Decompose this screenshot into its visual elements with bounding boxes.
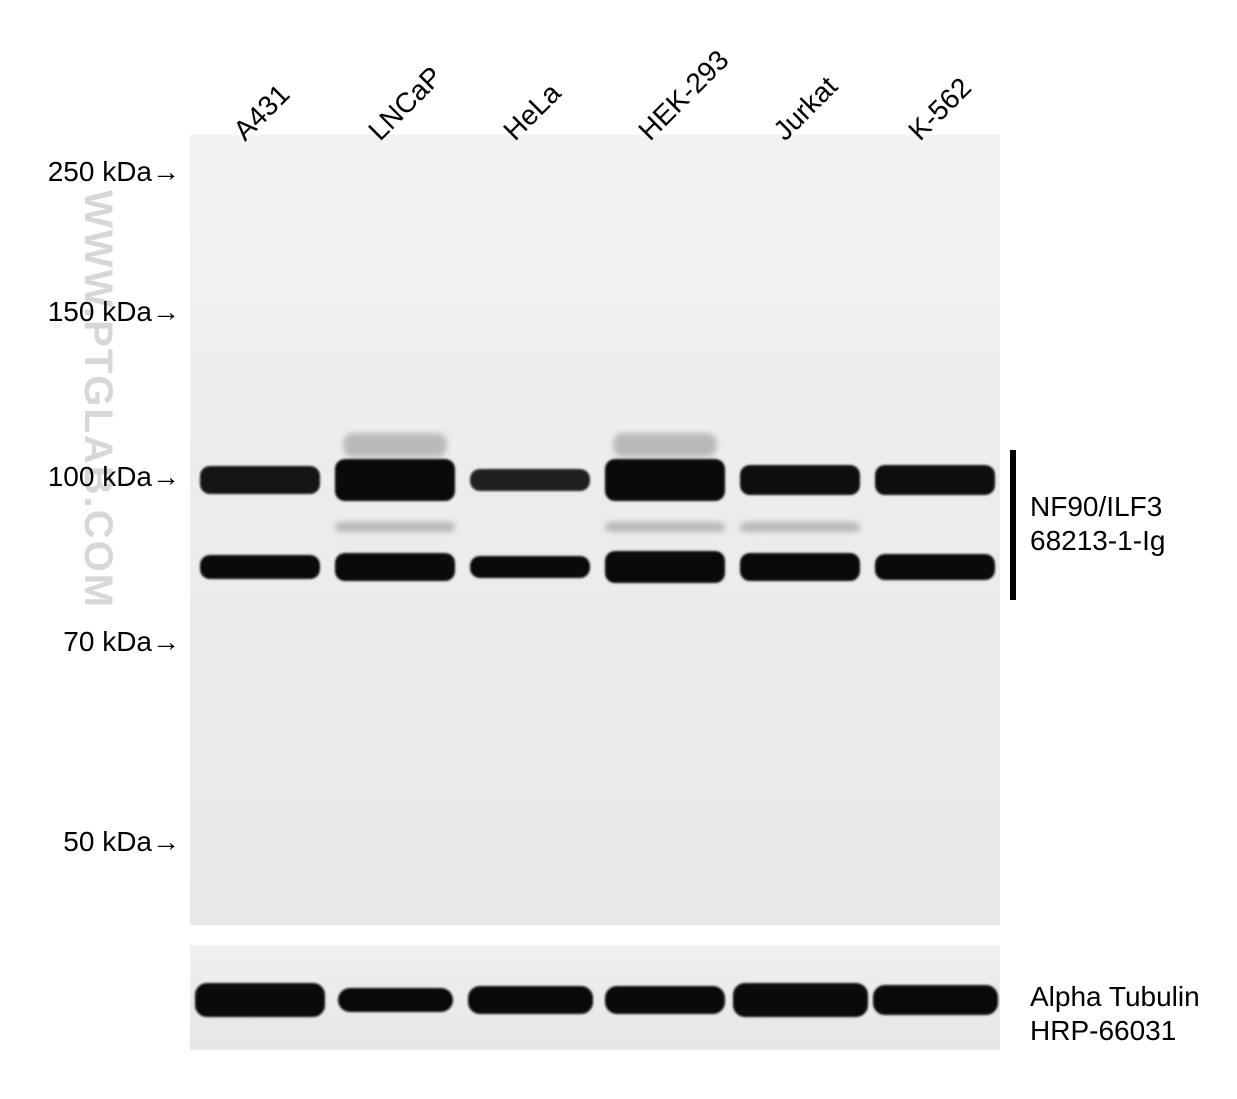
main-annotation: NF90/ILF3 68213-1-Ig xyxy=(1030,490,1165,557)
main-blot-background xyxy=(190,135,1000,925)
tubulin-band xyxy=(338,988,453,1012)
watermark-text: WWW.PTGLAB.COM xyxy=(75,190,120,609)
control-annotation-line2: HRP-66031 xyxy=(1030,1014,1200,1048)
smear xyxy=(343,433,447,457)
faint-band xyxy=(740,522,860,532)
lower-band xyxy=(470,556,590,578)
mw-marker: 50 kDa→ xyxy=(0,826,180,858)
main-blot-panel xyxy=(190,135,1000,925)
lower-band xyxy=(605,551,725,583)
mw-marker: 150 kDa→ xyxy=(0,296,180,328)
tubulin-band xyxy=(733,983,868,1017)
main-annotation-line2: 68213-1-Ig xyxy=(1030,524,1165,558)
faint-band xyxy=(335,522,455,532)
control-blot-panel xyxy=(190,945,1000,1050)
faint-band xyxy=(605,522,725,532)
tubulin-band xyxy=(468,986,593,1014)
tubulin-band xyxy=(605,986,725,1014)
lower-band xyxy=(875,554,995,580)
control-annotation-line1: Alpha Tubulin xyxy=(1030,980,1200,1014)
mw-marker: 250 kDa→ xyxy=(0,156,180,188)
upper-band xyxy=(605,459,725,501)
upper-band xyxy=(335,459,455,501)
lower-band xyxy=(335,553,455,581)
smear xyxy=(613,433,717,457)
upper-band xyxy=(200,466,320,494)
upper-band xyxy=(875,465,995,495)
mw-marker: 100 kDa→ xyxy=(0,461,180,493)
figure-canvas: WWW.PTGLAB.COM NF90/ILF3 68213-1-Ig Alph… xyxy=(0,0,1237,1099)
lane-label: HEK-293 xyxy=(632,44,735,147)
tubulin-band xyxy=(873,985,998,1015)
mw-marker: 70 kDa→ xyxy=(0,626,180,658)
lower-band xyxy=(740,553,860,581)
upper-band xyxy=(470,469,590,491)
band-bracket xyxy=(1010,450,1016,600)
main-annotation-line1: NF90/ILF3 xyxy=(1030,490,1165,524)
control-annotation: Alpha Tubulin HRP-66031 xyxy=(1030,980,1200,1047)
upper-band xyxy=(740,465,860,495)
lower-band xyxy=(200,555,320,579)
tubulin-band xyxy=(195,983,325,1017)
